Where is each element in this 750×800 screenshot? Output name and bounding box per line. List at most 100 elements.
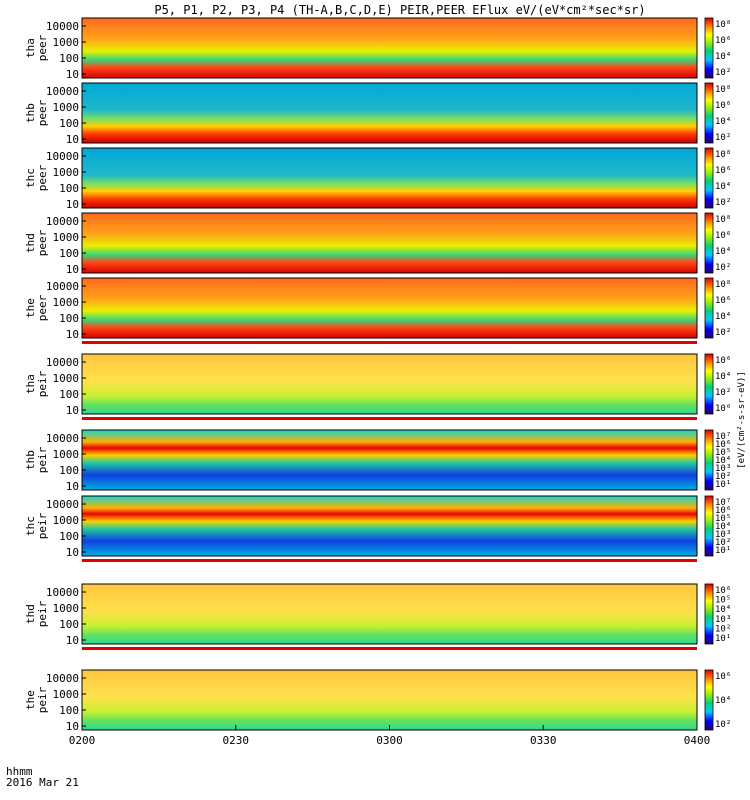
colorbar-tick-label: 10² xyxy=(715,538,731,548)
y-tick-label: 10 xyxy=(66,198,79,211)
panel-product-label: peir xyxy=(36,370,49,397)
panel-product-label: peir xyxy=(36,446,49,473)
colorbar-tick-label: 10⁴ xyxy=(715,182,731,192)
panel-probe-label: tha xyxy=(24,38,37,58)
x-axis: 0200 0230 0300 0330 0400 xyxy=(69,725,711,747)
panel-frame xyxy=(81,353,698,415)
panel-spectrogram xyxy=(82,213,697,273)
x-tick-label: 0200 xyxy=(69,734,96,747)
y-tick-label: 10000 xyxy=(46,586,79,599)
colorbar-tick-label: 10³ xyxy=(715,530,731,540)
colorbar-tick-label: 10⁵ xyxy=(715,448,731,458)
data-gap-bar xyxy=(82,417,697,420)
y-tick-label: 10 xyxy=(66,480,79,493)
colorbar-tick-label: 10⁴ xyxy=(715,696,731,706)
panel-probe-label: tha xyxy=(24,374,37,394)
colorbar xyxy=(704,212,714,274)
y-tick-label: 10000 xyxy=(46,356,79,369)
colorbar-tick-label: 10⁶ xyxy=(715,231,731,241)
x-axis-label-line1: hhmm xyxy=(6,765,33,778)
data-gap-bar xyxy=(82,341,697,344)
colorbar-tick-label: 10⁴ xyxy=(715,456,731,466)
y-tick-label: 100 xyxy=(59,117,79,130)
y-tick-label: 10 xyxy=(66,328,79,341)
y-tick-label: 1000 xyxy=(53,602,80,615)
x-tick-label: 0300 xyxy=(376,734,403,747)
colorbar-tick-label: 10⁸ xyxy=(715,85,731,95)
colorbar-tick-label: 10⁵ xyxy=(715,596,731,606)
panel-frame xyxy=(81,429,698,491)
panel-probe-label: thc xyxy=(24,168,37,188)
y-tick-label: 10000 xyxy=(46,85,79,98)
colorbar-tick-label: 10⁵ xyxy=(715,514,731,524)
chart-title: P5, P1, P2, P3, P4 (TH-A,B,C,D,E) PEIR,P… xyxy=(154,3,645,17)
panel-product-label: peir xyxy=(36,600,49,627)
colorbar-tick-label: 10² xyxy=(715,133,731,143)
y-tick-label: 1000 xyxy=(53,448,80,461)
colorbar-tick-label: 10⁴ xyxy=(715,52,731,62)
y-tick-label: 1000 xyxy=(53,372,80,385)
y-tick-label: 1000 xyxy=(53,36,80,49)
data-gap-bar xyxy=(82,647,697,650)
panel-spectrogram xyxy=(82,18,697,78)
y-tick-label: 100 xyxy=(59,618,79,631)
panel-probe-label: the xyxy=(24,298,37,318)
y-tick-label: 10000 xyxy=(46,280,79,293)
colorbar-tick-label: 10⁶ xyxy=(715,166,731,176)
panel-probe-label: thd xyxy=(24,233,37,253)
y-tick-label: 1000 xyxy=(53,101,80,114)
panel-spectrogram xyxy=(82,496,697,556)
colorbar-tick-label: 10³ xyxy=(715,464,731,474)
colorbar-tick-label: 10⁶ xyxy=(715,440,731,450)
panel-spectrogram xyxy=(82,278,697,338)
y-tick-label: 100 xyxy=(59,388,79,401)
colorbar-tick-label: 10⁶ xyxy=(715,356,731,366)
colorbar xyxy=(704,277,714,339)
colorbar-tick-label: 10⁶ xyxy=(715,296,731,306)
panel-product-label: peir xyxy=(36,686,49,713)
colorbar-tick-label: 10² xyxy=(715,68,731,78)
panel-probe-label: thc xyxy=(24,516,37,536)
y-tick-label: 10 xyxy=(66,634,79,647)
colorbar-unit-label: [eV/(cm²-s-sr-eV)] xyxy=(737,371,747,469)
colorbar-tick-label: 10⁴ xyxy=(715,372,731,382)
y-tick-label: 10 xyxy=(66,133,79,146)
colorbar-tick-label: 10⁴ xyxy=(715,605,731,615)
panel-spectrogram xyxy=(82,354,697,414)
y-tick-label: 1000 xyxy=(53,688,80,701)
x-tick-label: 0330 xyxy=(530,734,557,747)
y-tick-label: 10000 xyxy=(46,432,79,445)
colorbar-tick-label: 10⁴ xyxy=(715,247,731,257)
y-tick-label: 1000 xyxy=(53,166,80,179)
panel-probe-label: the xyxy=(24,690,37,710)
colorbar-tick-label: 10² xyxy=(715,328,731,338)
colorbar-tick-label: 10² xyxy=(715,263,731,273)
panel-frame xyxy=(81,212,698,274)
data-gap-bar xyxy=(82,559,697,562)
panel-product-label: peer xyxy=(36,294,49,321)
panel-product-label: peer xyxy=(36,164,49,191)
panel-product-label: peer xyxy=(36,99,49,126)
y-tick-label: 10 xyxy=(66,546,79,559)
colorbar-tick-label: 10² xyxy=(715,472,731,482)
colorbar-tick-label: 10⁴ xyxy=(715,312,731,322)
y-tick-label: 100 xyxy=(59,704,79,717)
colorbar-tick-label: 10⁶ xyxy=(715,506,731,516)
panel-spectrogram xyxy=(82,584,697,644)
panel-probe-label: thb xyxy=(24,450,37,470)
y-tick-label: 10000 xyxy=(46,150,79,163)
panel-frame xyxy=(81,583,698,645)
colorbar-tick-label: 10⁶ xyxy=(715,672,731,682)
y-tick-label: 100 xyxy=(59,247,79,260)
x-tick-label: 0400 xyxy=(684,734,711,747)
y-tick-label: 100 xyxy=(59,52,79,65)
colorbar-tick-label: 10¹ xyxy=(715,480,731,490)
panel-probe-label: thd xyxy=(24,604,37,624)
colorbar-tick-label: 10⁰ xyxy=(715,404,731,414)
y-tick-label: 100 xyxy=(59,312,79,325)
